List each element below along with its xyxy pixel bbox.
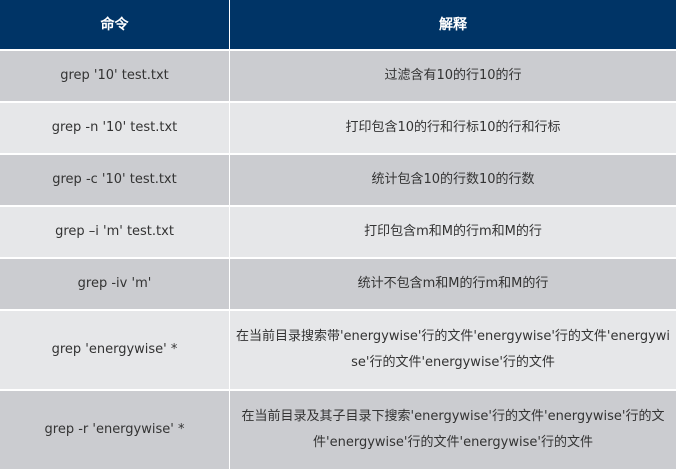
command-cell: grep -n '10' test.txt: [0, 103, 230, 155]
explanation-cell: 在当前目录搜索带'energywise'行的文件'energywise'行的文件…: [230, 311, 676, 391]
explanation-cell: 统计包含10的行数10的行数: [230, 155, 676, 207]
table-row: grep 'energywise' * 在当前目录搜索带'energywise'…: [0, 311, 676, 391]
command-cell: grep -r 'energywise' *: [0, 391, 230, 471]
table-row: grep '10' test.txt 过滤含有10的行10的行: [0, 51, 676, 103]
table-row: grep -n '10' test.txt 打印包含10的行和行标10的行和行标: [0, 103, 676, 155]
explanation-cell: 过滤含有10的行10的行: [230, 51, 676, 103]
explanation-cell: 打印包含m和M的行m和M的行: [230, 207, 676, 259]
table-row: grep -iv 'm' 统计不包含m和M的行m和M的行: [0, 259, 676, 311]
table-header-row: 命令 解释: [0, 0, 676, 51]
command-cell: grep -c '10' test.txt: [0, 155, 230, 207]
table-row: grep –i 'm' test.txt 打印包含m和M的行m和M的行: [0, 207, 676, 259]
explanation-cell: 打印包含10的行和行标10的行和行标: [230, 103, 676, 155]
command-cell: grep –i 'm' test.txt: [0, 207, 230, 259]
command-cell: grep -iv 'm': [0, 259, 230, 311]
explanation-cell: 在当前目录及其子目录下搜索'energywise'行的文件'energywise…: [230, 391, 676, 471]
table-row: grep -c '10' test.txt 统计包含10的行数10的行数: [0, 155, 676, 207]
header-explanation: 解释: [230, 0, 676, 51]
table-row: grep -r 'energywise' * 在当前目录及其子目录下搜索'ene…: [0, 391, 676, 471]
command-cell: grep 'energywise' *: [0, 311, 230, 391]
command-cell: grep '10' test.txt: [0, 51, 230, 103]
explanation-cell: 统计不包含m和M的行m和M的行: [230, 259, 676, 311]
header-command: 命令: [0, 0, 230, 51]
